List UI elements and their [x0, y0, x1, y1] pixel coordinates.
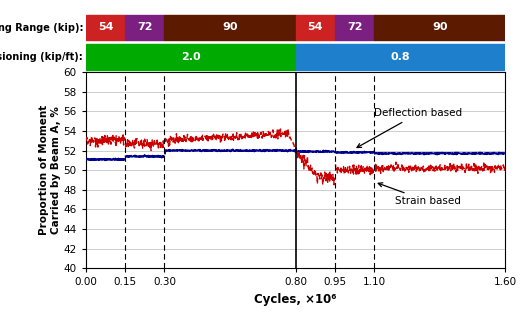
Text: 0.8: 0.8: [391, 52, 410, 62]
Text: 72: 72: [347, 22, 362, 32]
Bar: [374, 15, 505, 41]
Text: 2.0: 2.0: [181, 52, 201, 62]
Text: 72: 72: [137, 22, 152, 32]
Bar: [335, 15, 374, 41]
Text: Deflection based: Deflection based: [357, 108, 462, 148]
Text: 90: 90: [223, 22, 238, 32]
Text: Loading Range (kip):: Loading Range (kip):: [0, 23, 83, 32]
Text: 90: 90: [432, 22, 448, 32]
Text: 54: 54: [98, 22, 113, 32]
Text: Post-tensioning (kip/ft):: Post-tensioning (kip/ft):: [0, 52, 83, 62]
Text: Strain based: Strain based: [378, 183, 461, 206]
Bar: [86, 44, 295, 70]
Text: 54: 54: [307, 22, 323, 32]
X-axis label: Cycles, ×10⁶: Cycles, ×10⁶: [254, 293, 337, 306]
Y-axis label: Proportion of Moment
Carried by Beam A, %: Proportion of Moment Carried by Beam A, …: [39, 105, 61, 235]
Bar: [164, 15, 295, 41]
Bar: [295, 44, 505, 70]
Bar: [125, 15, 164, 41]
Bar: [86, 15, 125, 41]
Bar: [295, 15, 335, 41]
